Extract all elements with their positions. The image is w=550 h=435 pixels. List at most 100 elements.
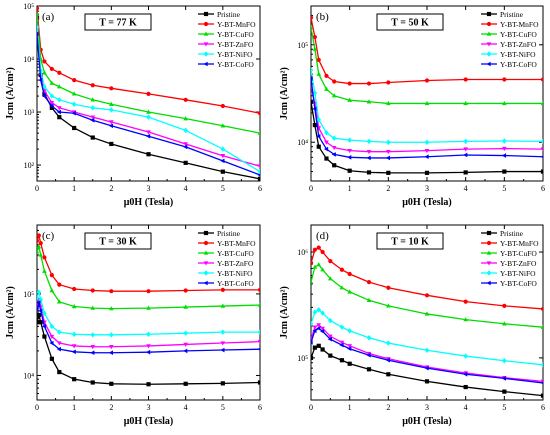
data-point (42, 310, 47, 316)
data-point (386, 303, 391, 308)
data-point (540, 77, 543, 82)
data-point (37, 244, 42, 249)
legend-label: Y-BT-CoFO (500, 279, 537, 288)
data-point (540, 362, 543, 368)
data-point (37, 312, 41, 318)
temperature-box (376, 232, 444, 250)
x-tick-label: 0 (35, 184, 39, 193)
x-tick-label: 5 (502, 184, 506, 193)
data-point (220, 154, 226, 159)
data-point (37, 289, 42, 295)
data-point (424, 311, 430, 316)
legend-marker (486, 261, 492, 266)
data-point (463, 152, 468, 158)
data-point (366, 279, 372, 285)
data-point (90, 305, 96, 310)
data-point (49, 93, 55, 99)
data-point (424, 148, 430, 154)
data-point (311, 76, 313, 81)
data-point (183, 116, 188, 121)
series-group (311, 15, 543, 175)
data-point (311, 340, 313, 345)
data-point (316, 245, 321, 250)
data-point (311, 279, 314, 284)
data-point (90, 105, 96, 111)
data-point (37, 320, 40, 325)
legend-label: Pristine (500, 10, 524, 19)
data-point (90, 350, 95, 356)
data-point (502, 303, 507, 308)
data-point (347, 346, 352, 352)
data-point (366, 297, 372, 302)
legend-marker (486, 11, 492, 17)
y-tick-label: 10² (24, 161, 35, 170)
data-point (71, 101, 77, 108)
data-point (312, 328, 317, 334)
data-point (183, 342, 188, 347)
legend-marker (203, 270, 209, 276)
chart-panel-d: 0 1 2 3 4 5 6 10⁵ 10⁶ μ0H (Tesla) Jcm (A/cm²) (d) T … (279, 224, 545, 427)
data-point (424, 100, 430, 106)
data-point (463, 299, 468, 304)
data-point (331, 152, 336, 157)
data-point (328, 353, 333, 358)
data-point (320, 267, 325, 272)
data-point (57, 115, 62, 120)
x-tick-label: 3 (425, 403, 429, 412)
data-point (257, 380, 260, 385)
data-point (41, 324, 47, 329)
legend-marker (203, 11, 209, 17)
series-line-Y-BT-ZnFO (311, 324, 543, 383)
data-point (540, 138, 543, 145)
data-point (424, 293, 430, 298)
data-point (183, 330, 188, 336)
data-point (366, 352, 371, 358)
data-point (331, 93, 337, 98)
data-point (257, 329, 260, 335)
data-point (502, 357, 507, 364)
series-line-Y-BT-NiFO (37, 289, 260, 336)
data-point (56, 341, 62, 346)
data-point (347, 271, 352, 277)
data-point (386, 340, 391, 346)
data-point (90, 345, 96, 350)
x-axis-title: μ0H (Tesla) (124, 416, 173, 427)
legend-marker (486, 250, 492, 255)
legend-marker (486, 42, 492, 47)
x-tick-label: 0 (309, 403, 313, 412)
data-point (37, 238, 40, 243)
legend-marker (486, 61, 491, 67)
x-tick-label: 2 (386, 184, 390, 193)
data-point (146, 289, 151, 294)
data-point (327, 336, 333, 342)
legend-marker (203, 280, 208, 286)
data-point (424, 347, 430, 353)
y-tick-label: 10⁶ (297, 248, 308, 257)
data-point (366, 334, 372, 341)
data-point (316, 57, 321, 62)
legend-label: Y-BT-CuFO (217, 249, 254, 258)
data-point (37, 249, 40, 254)
data-point (502, 146, 507, 152)
data-point (38, 308, 43, 314)
data-point (220, 158, 225, 164)
legend-label: Y-BT-NiFO (217, 50, 253, 59)
data-point (366, 99, 372, 104)
data-point (49, 323, 55, 330)
x-tick-label: 1 (72, 403, 76, 412)
data-point (56, 346, 61, 352)
data-point (320, 347, 325, 352)
y-tick-label: 10⁵ (23, 290, 34, 299)
data-point (540, 169, 543, 174)
data-point (385, 155, 391, 161)
data-point (38, 77, 43, 83)
data-point (37, 11, 40, 16)
data-point (257, 339, 260, 345)
data-point (49, 66, 54, 72)
data-point (90, 135, 95, 140)
legend-label: Y-BT-MnFO (500, 20, 539, 29)
data-point (366, 155, 371, 161)
data-point (146, 130, 151, 135)
series-line-Y-BT-NiFO (311, 69, 543, 143)
data-point (502, 389, 507, 394)
